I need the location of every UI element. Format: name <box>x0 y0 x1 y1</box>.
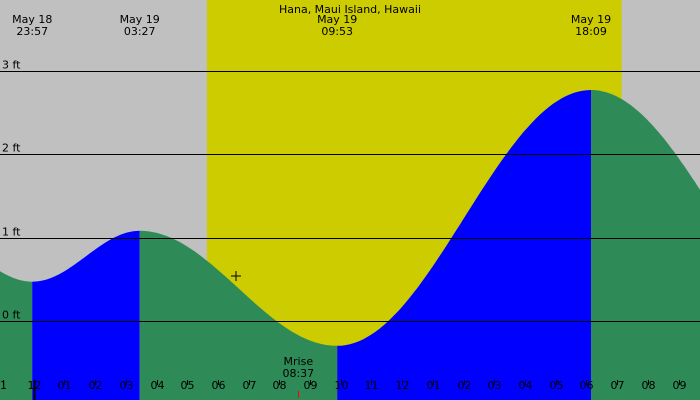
gridlines <box>0 71 700 322</box>
x-tick-label: 10 <box>335 379 349 392</box>
x-tick-label: 09 <box>673 379 687 392</box>
extreme-date: May 18 <box>12 13 52 26</box>
x-tick-label: 02 <box>89 379 103 392</box>
chart-title: Hana, Maui Island, Hawaii <box>279 3 421 16</box>
x-tick-label: 03 <box>488 379 502 392</box>
x-tick-label: 04 <box>519 379 533 392</box>
y-tick-label: 0 ft <box>2 309 21 322</box>
extreme-time: 23:57 <box>16 25 48 38</box>
x-tick-label: 08 <box>642 379 656 392</box>
x-tick-label: 05 <box>181 379 195 392</box>
y-tick-label: 1 ft <box>2 226 21 239</box>
y-tick-label: 3 ft <box>2 59 21 72</box>
y-tick-label: 2 ft <box>2 142 21 155</box>
extreme-date: May 19 <box>571 13 611 26</box>
x-tick-label: 1 <box>0 379 7 392</box>
crosshair-marker <box>231 271 241 281</box>
falling-tide-area <box>139 230 338 400</box>
x-tick-label: 08 <box>273 379 287 392</box>
x-tick-label: 02 <box>458 379 472 392</box>
moonrise-label: Mrise <box>284 355 314 368</box>
x-tick-label: 01 <box>427 379 441 392</box>
falling-tide-area <box>591 90 700 400</box>
x-tick-label: 04 <box>151 379 165 392</box>
extreme-date: May 19 <box>120 13 160 26</box>
x-tick-label: 09 <box>304 379 318 392</box>
x-tick-label: 01 <box>58 379 72 392</box>
extreme-time: 09:53 <box>321 25 353 38</box>
x-tick-label: 06 <box>580 379 594 392</box>
x-axis: 1120102030405060708091011120102030405060… <box>0 379 687 400</box>
extreme-time: 03:27 <box>124 25 156 38</box>
x-tick-label: 06 <box>212 379 226 392</box>
moonrise-time: 08:37 <box>282 367 314 380</box>
x-tick-label: 05 <box>550 379 564 392</box>
x-tick-label: 07 <box>611 379 625 392</box>
extreme-time: 18:09 <box>575 25 607 38</box>
x-tick-label: 03 <box>120 379 134 392</box>
tide-areas <box>0 90 700 400</box>
x-tick-label: 07 <box>243 379 257 392</box>
rising-tide-area <box>337 90 591 400</box>
falling-tide-area <box>0 271 33 400</box>
x-tick-label: 11 <box>365 379 379 392</box>
extreme-date: May 19 <box>317 13 357 26</box>
y-axis-labels: 0 ft 1 ft 2 ft 3 ft <box>2 59 21 322</box>
rising-tide-area <box>32 230 140 400</box>
x-tick-label: 12 <box>396 379 410 392</box>
